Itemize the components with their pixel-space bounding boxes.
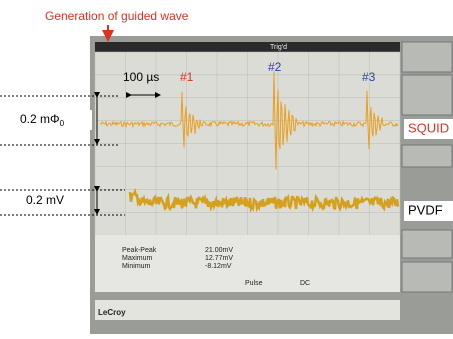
squid-scale-text: 0.2 mΦ [20,112,60,126]
page: {"annotation": {"title": "Generation of … [0,0,453,334]
trigger-mode: Pulse [245,280,263,287]
pvdf-scale: 0.2 mV [26,193,64,207]
marker-label: #1 [180,70,194,84]
scope-top-bar [95,42,400,52]
annotation-title: Generation of guided wave [45,9,189,23]
squid-scale-subscript: 0 [60,119,65,128]
figure: Trig'd Peak-Peak 21.00mV Maximum 12.77mV Min… [0,0,453,334]
coupling: DC [300,280,310,287]
time-scale: 100 µs [123,70,159,84]
side-buttons [402,42,452,292]
measurement-name: Maximum [122,255,153,262]
measurement-value: 21.00mV [205,247,233,254]
status-bar [95,300,400,320]
measurement-value: -8.12mV [205,263,232,270]
pvdf-label: PVDF [408,202,443,217]
brand: LeCroy [98,308,126,317]
measurement-name: Peak-Peak [122,247,157,254]
squid-label: SQUID [408,120,449,135]
trigger-state: Trig'd [270,44,287,51]
marker-label: #3 [362,70,376,84]
measurement-value: 12.77mV [205,255,233,262]
measurement-name: Minimum [122,263,151,270]
squid-scale: 0.2 mΦ0 [20,112,65,128]
marker-label: #2 [268,60,282,74]
